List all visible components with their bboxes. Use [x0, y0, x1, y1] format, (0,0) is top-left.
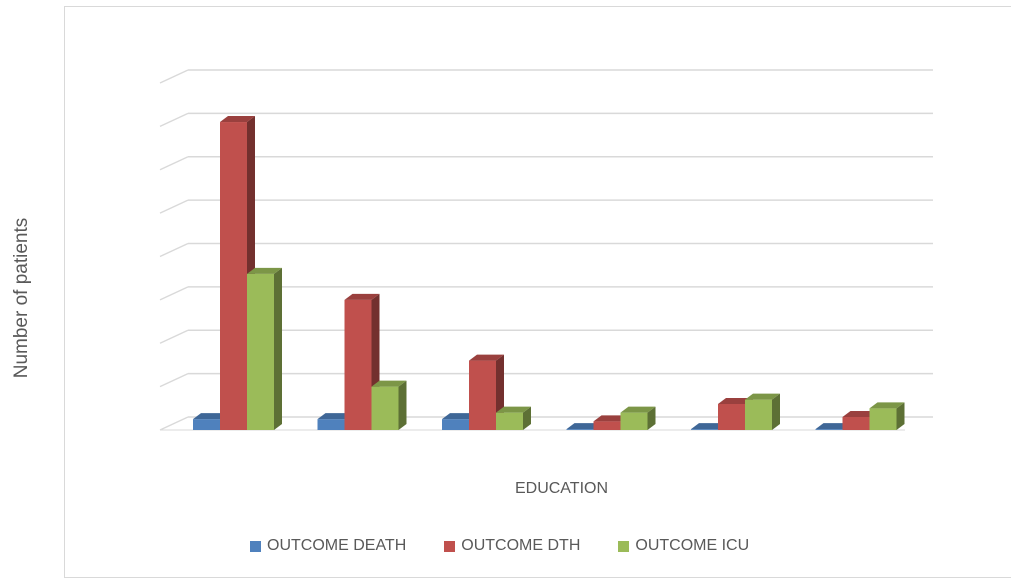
bar-top — [317, 413, 353, 420]
bar-front — [317, 419, 345, 430]
bar-top — [842, 410, 878, 417]
bar-top — [496, 406, 531, 413]
legend-swatch — [618, 540, 630, 552]
chart-frame — [64, 6, 1011, 578]
grid-lines — [159, 69, 933, 431]
bar-front — [593, 421, 621, 430]
bar-front — [566, 429, 594, 430]
bar-front — [193, 419, 220, 430]
bar — [496, 406, 531, 430]
bar-top — [566, 423, 602, 430]
gridline-depth — [159, 329, 189, 344]
bar-front — [815, 429, 843, 430]
bar-side — [772, 393, 780, 430]
legend-swatch — [444, 540, 456, 552]
bar-side — [647, 406, 656, 430]
bar-top — [593, 415, 629, 422]
gridline-depth — [159, 242, 189, 258]
bar-top — [371, 380, 407, 387]
bar — [745, 393, 780, 430]
bar-group — [193, 116, 905, 430]
bar-side — [398, 380, 407, 430]
gridline-depth — [159, 156, 189, 171]
legend-item: OUTCOME DEATH — [250, 537, 406, 555]
legend-label: OUTCOME DEATH — [267, 537, 407, 554]
gridline-depth — [159, 372, 189, 388]
bar-front — [371, 386, 399, 430]
bar-front — [247, 273, 274, 430]
bar-front — [620, 412, 648, 430]
bar — [469, 354, 504, 430]
gridline-depth — [159, 199, 189, 214]
bar-front — [842, 416, 870, 430]
gridline-depth — [159, 286, 189, 301]
gridline-depth — [159, 69, 189, 84]
bar-top — [718, 397, 753, 404]
bar-front — [691, 429, 718, 430]
bar-front — [344, 299, 372, 430]
bar-top — [469, 354, 504, 361]
bar-top — [869, 402, 905, 409]
bar-front — [220, 122, 247, 430]
bar-front — [442, 419, 469, 430]
gridline-depth — [159, 416, 189, 431]
bar-front — [718, 403, 745, 430]
bar-top — [193, 413, 228, 420]
bar-front — [469, 360, 496, 430]
bar-top — [442, 413, 477, 420]
bar — [371, 380, 407, 430]
legend-label: OUTCOME DTH — [461, 537, 581, 554]
legend: OUTCOME DEATH OUTCOME DTH OUTCOME ICU — [250, 537, 749, 555]
bar-top — [815, 423, 851, 430]
bar — [869, 402, 905, 430]
legend-item: OUTCOME DTH — [444, 537, 580, 555]
bar-side — [274, 267, 282, 430]
bar-top — [344, 293, 380, 300]
bar-front — [869, 408, 897, 430]
legend-swatch — [250, 540, 261, 552]
bar-side — [523, 406, 531, 430]
legend-label: OUTCOME ICU — [635, 537, 750, 554]
bar-top — [220, 116, 255, 123]
bar — [620, 406, 656, 430]
bar — [247, 267, 282, 430]
x-axis-label: EDUCATION — [514, 480, 609, 497]
bar-top — [620, 406, 656, 413]
gridline-depth — [159, 112, 189, 128]
legend-item: OUTCOME ICU — [618, 537, 749, 555]
bar-top — [691, 423, 726, 430]
bar-front — [745, 399, 772, 430]
bar-top — [247, 267, 282, 274]
bar-front — [496, 412, 523, 430]
bar — [344, 293, 380, 430]
bar-top — [745, 393, 780, 400]
bar-side — [896, 402, 905, 430]
